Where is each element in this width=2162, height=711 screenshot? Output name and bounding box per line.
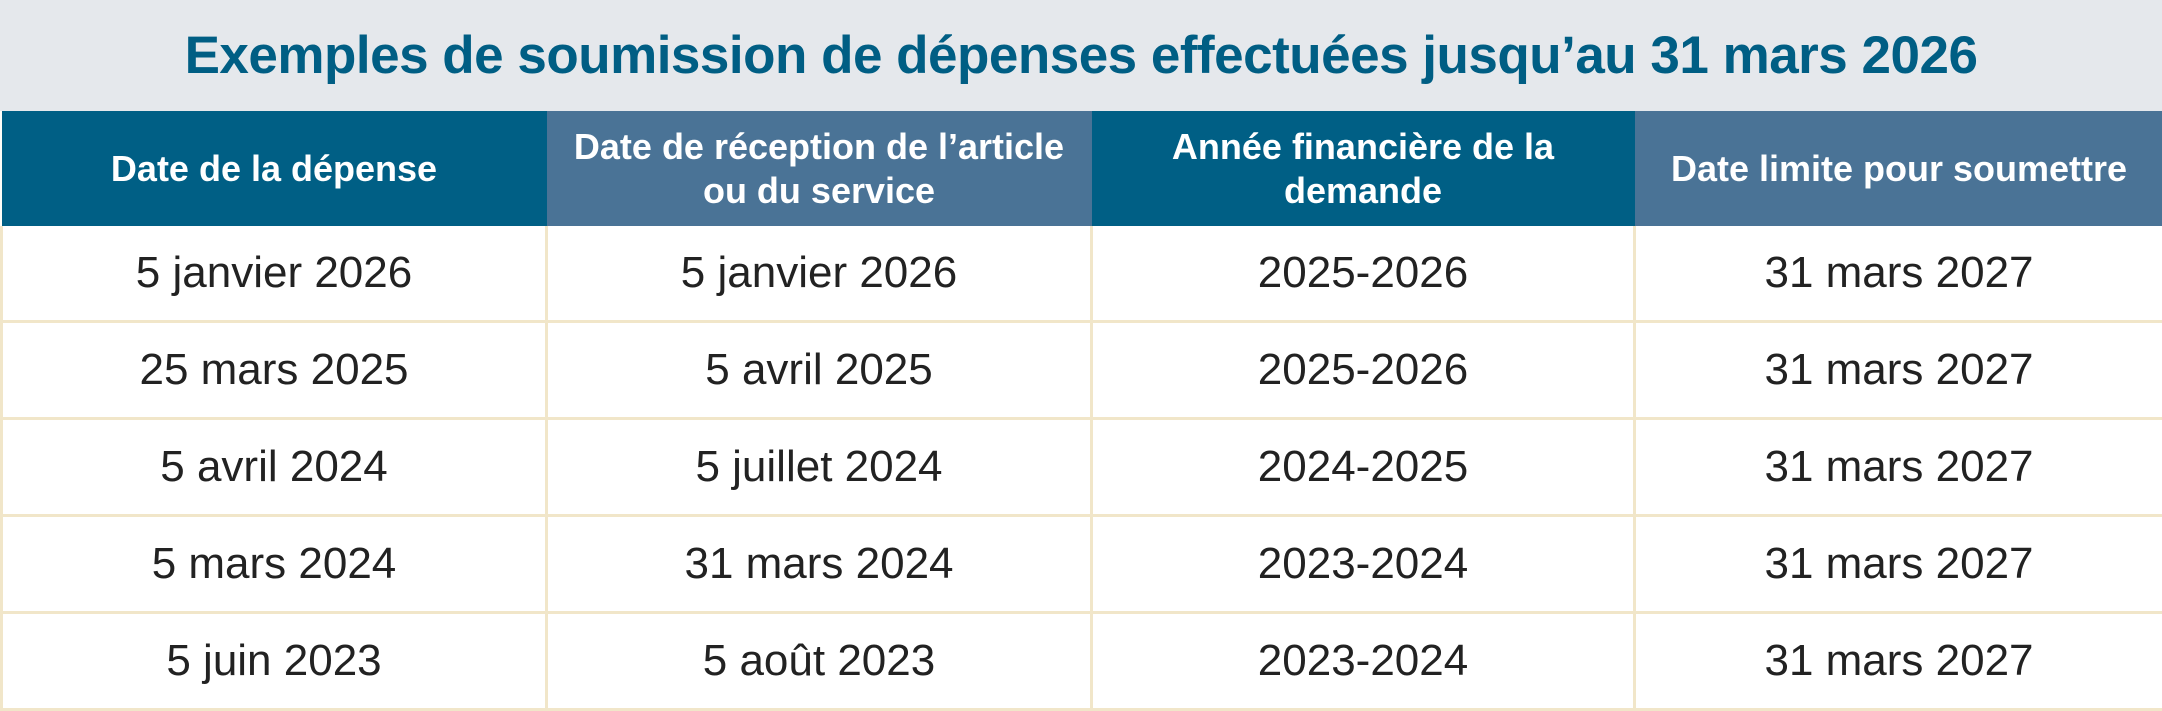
expense-examples-table-figure: Exemples de soumission de dépenses effec… <box>0 0 2162 696</box>
page-title: Exemples de soumission de dépenses effec… <box>185 25 1978 86</box>
cell-submission-deadline: 31 mars 2027 <box>1635 226 2162 322</box>
column-header-fiscal-year: Année financière de la demande <box>1092 111 1635 226</box>
table-row: 5 avril 2024 5 juillet 2024 2024-2025 31… <box>2 419 2162 516</box>
cell-submission-deadline: 31 mars 2027 <box>1635 419 2162 516</box>
column-header-submission-deadline: Date limite pour soumettre <box>1635 111 2162 226</box>
table-row: 5 mars 2024 31 mars 2024 2023-2024 31 ma… <box>2 516 2162 613</box>
header-row: Date de la dépense Date de réception de … <box>2 111 2162 226</box>
column-header-expense-date: Date de la dépense <box>2 111 547 226</box>
cell-reception-date: 5 janvier 2026 <box>547 226 1092 322</box>
cell-expense-date: 5 avril 2024 <box>2 419 547 516</box>
table-header: Date de la dépense Date de réception de … <box>2 111 2162 226</box>
table-row: 25 mars 2025 5 avril 2025 2025-2026 31 m… <box>2 322 2162 419</box>
cell-submission-deadline: 31 mars 2027 <box>1635 516 2162 613</box>
cell-submission-deadline: 31 mars 2027 <box>1635 322 2162 419</box>
cell-fiscal-year: 2023-2024 <box>1092 613 1635 710</box>
cell-expense-date: 5 mars 2024 <box>2 516 547 613</box>
cell-fiscal-year: 2025-2026 <box>1092 322 1635 419</box>
cell-reception-date: 5 août 2023 <box>547 613 1092 710</box>
cell-expense-date: 5 juin 2023 <box>2 613 547 710</box>
cell-fiscal-year: 2023-2024 <box>1092 516 1635 613</box>
expense-table: Date de la dépense Date de réception de … <box>0 111 2162 711</box>
cell-reception-date: 31 mars 2024 <box>547 516 1092 613</box>
column-header-reception-date: Date de réception de l’article ou du ser… <box>547 111 1092 226</box>
cell-expense-date: 5 janvier 2026 <box>2 226 547 322</box>
title-bar: Exemples de soumission de dépenses effec… <box>0 0 2162 111</box>
table-row: 5 juin 2023 5 août 2023 2023-2024 31 mar… <box>2 613 2162 710</box>
cell-submission-deadline: 31 mars 2027 <box>1635 613 2162 710</box>
cell-expense-date: 25 mars 2025 <box>2 322 547 419</box>
cell-reception-date: 5 avril 2025 <box>547 322 1092 419</box>
cell-fiscal-year: 2025-2026 <box>1092 226 1635 322</box>
table-row: 5 janvier 2026 5 janvier 2026 2025-2026 … <box>2 226 2162 322</box>
cell-reception-date: 5 juillet 2024 <box>547 419 1092 516</box>
table-body: 5 janvier 2026 5 janvier 2026 2025-2026 … <box>2 226 2162 710</box>
cell-fiscal-year: 2024-2025 <box>1092 419 1635 516</box>
